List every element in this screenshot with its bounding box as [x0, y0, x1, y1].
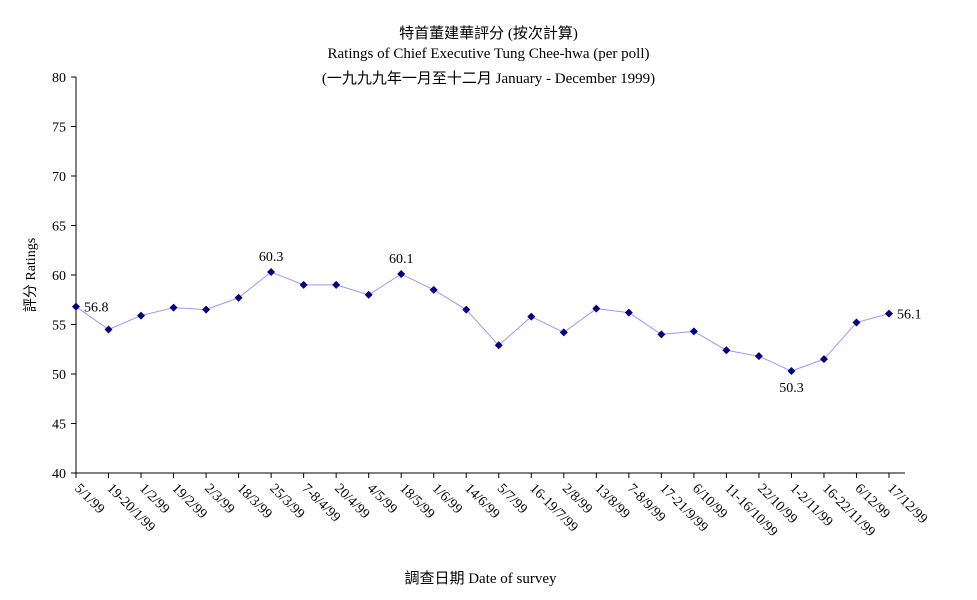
x-tick-label: 5/1/99: [71, 481, 107, 517]
x-tick-label: 18/3/99: [234, 481, 275, 522]
data-point: [332, 280, 341, 289]
x-tick-label: 13/8/99: [591, 481, 632, 522]
y-tick-label: 80: [52, 71, 66, 86]
x-tick-label: 14/6/99: [461, 481, 502, 522]
data-point: [429, 285, 438, 294]
y-tick-label: 40: [52, 467, 66, 482]
data-point: [754, 352, 763, 361]
data-point: [787, 367, 796, 376]
data-label: 56.8: [84, 301, 109, 316]
data-point: [202, 305, 211, 314]
y-tick-label: 65: [52, 220, 66, 235]
data-point: [169, 303, 178, 312]
data-point: [819, 355, 828, 364]
y-tick-label: 60: [52, 269, 66, 284]
chart-subtitle: Ratings of Chief Executive Tung Chee-hwa…: [327, 46, 650, 62]
y-tick-label: 50: [52, 368, 66, 383]
data-point: [885, 309, 893, 318]
data-label: 60.1: [389, 252, 414, 267]
data-point: [234, 293, 243, 302]
x-axis-label: 調查日期 Date of survey: [404, 571, 557, 587]
data-point: [657, 330, 666, 339]
x-tick-label: 19/2/99: [169, 481, 210, 522]
x-tick-label: 18/5/99: [396, 481, 437, 522]
data-point: [397, 270, 406, 279]
data-point: [624, 308, 633, 317]
data-point: [559, 328, 568, 337]
data-point: [527, 312, 536, 321]
data-label: 60.3: [259, 250, 284, 265]
y-axis-label: 評分 Ratings: [23, 238, 39, 312]
series-line: [75, 271, 890, 372]
data-point: [137, 311, 146, 320]
data-point: [722, 346, 731, 355]
chart-subtitle-2: (一九九九年一月至十二月 January - December 1999): [321, 71, 656, 87]
chart-title: 特首董建華評分 (按次計算): [399, 26, 578, 42]
y-tick-label: 75: [52, 121, 66, 136]
data-point: [299, 280, 308, 289]
data-point: [104, 325, 113, 334]
data-point: [689, 327, 698, 336]
data-point: [364, 290, 373, 299]
data-point: [852, 318, 861, 327]
data-label: 56.1: [897, 308, 922, 323]
data-point: [267, 268, 276, 277]
data-point: [494, 341, 503, 350]
data-point: [592, 304, 601, 313]
data-point: [72, 302, 80, 311]
y-tick-label: 55: [52, 319, 66, 334]
y-tick-label: 45: [52, 418, 66, 433]
data-label: 50.3: [779, 381, 804, 396]
x-tick-label: 17/12/99: [884, 481, 930, 527]
data-point: [462, 305, 471, 314]
x-tick-label: 25/3/99: [266, 481, 307, 522]
y-tick-label: 70: [52, 170, 66, 185]
